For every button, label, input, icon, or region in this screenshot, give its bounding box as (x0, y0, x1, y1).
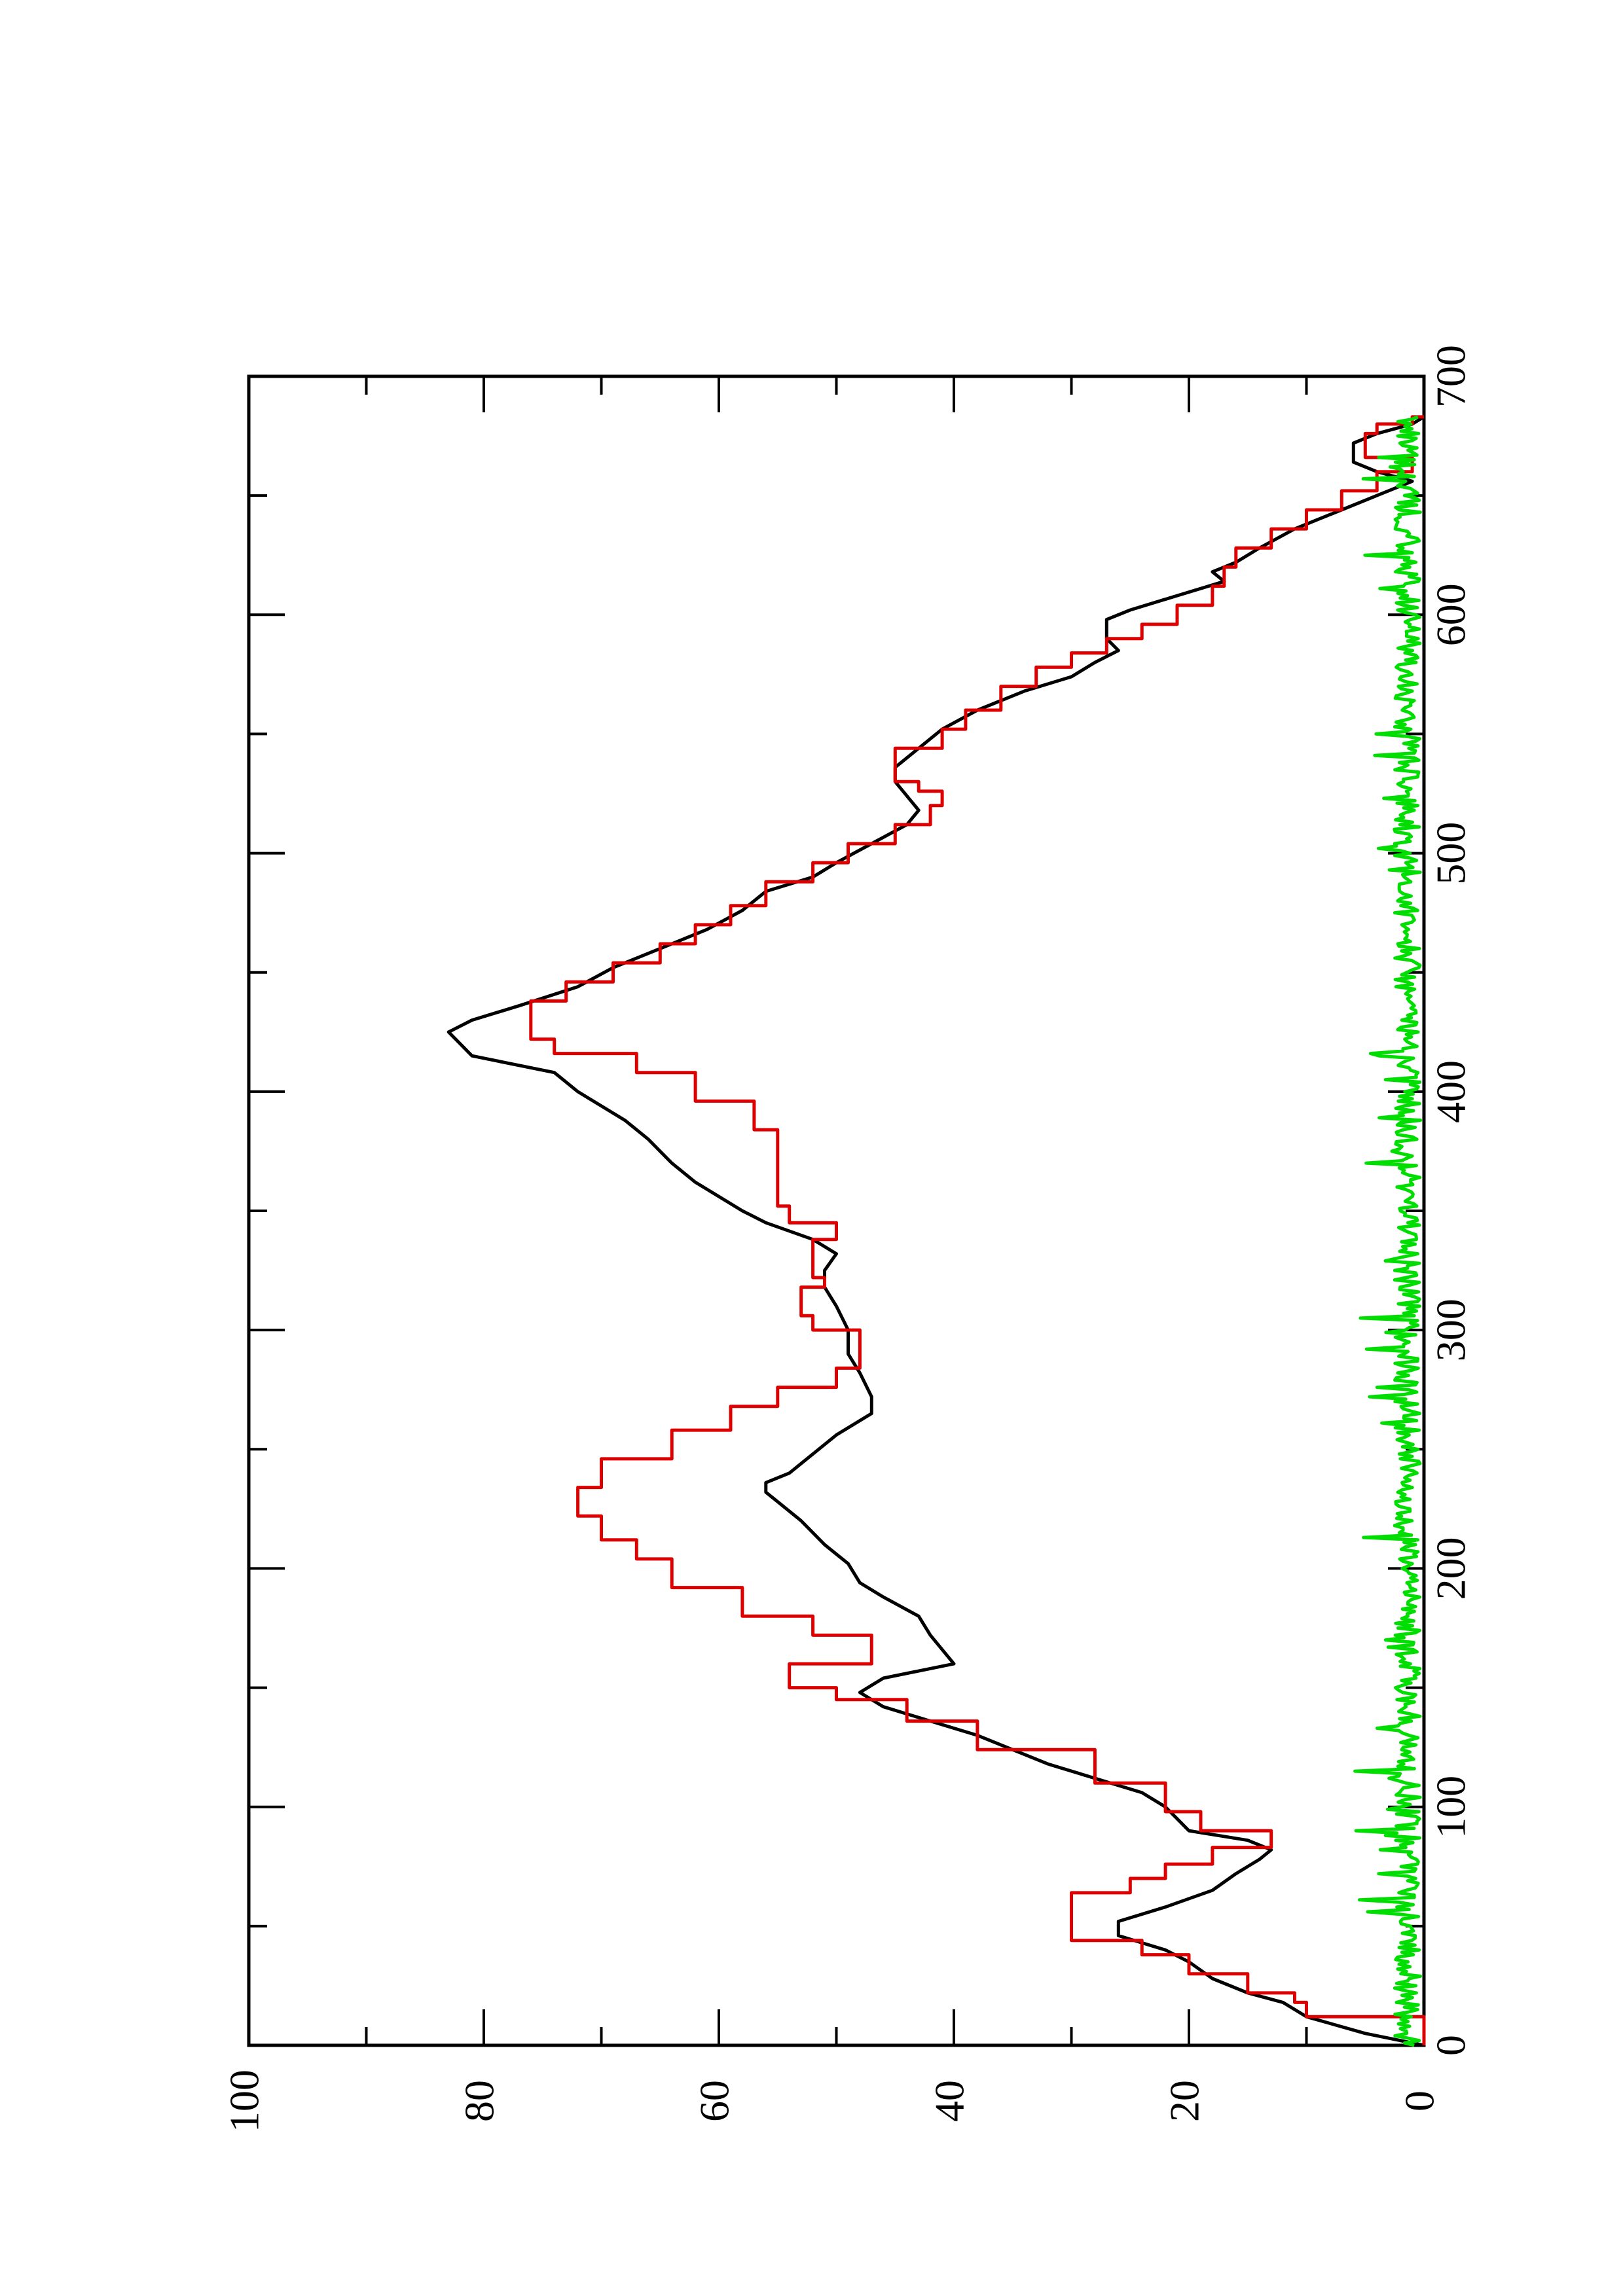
series-line-2 (529, 415, 1426, 2045)
x-tick-label: 600 (1428, 583, 1474, 646)
y-tick-label: 0 (1396, 2090, 1443, 2111)
x-tick-label: 500 (1428, 822, 1474, 885)
axis-ticks (247, 375, 1425, 2047)
y-tick-label: 20 (1161, 2080, 1208, 2122)
x-tick-label: 200 (1428, 1537, 1474, 1600)
x-tick-label: 300 (1428, 1299, 1474, 1361)
x-tick-label: 700 (1428, 345, 1474, 408)
y-tick-label: 80 (456, 2080, 503, 2122)
x-tick-label: 100 (1428, 1776, 1474, 1839)
y-tick-label: 100 (221, 2070, 268, 2132)
x-tick-label: 0 (1428, 2035, 1474, 2056)
plot-frame (247, 374, 1426, 2047)
series-line-1 (447, 415, 1425, 2047)
series-line-3 (1353, 415, 1423, 2047)
y-tick-label: 60 (691, 2080, 738, 2122)
axis-tick-labels: 0 100 200 300 400 500 600 700 0 20 40 60 80 100 (221, 345, 1474, 2132)
y-tick-label: 40 (926, 2080, 973, 2122)
x-tick-label: 400 (1428, 1060, 1474, 1123)
data-series (447, 415, 1426, 2047)
